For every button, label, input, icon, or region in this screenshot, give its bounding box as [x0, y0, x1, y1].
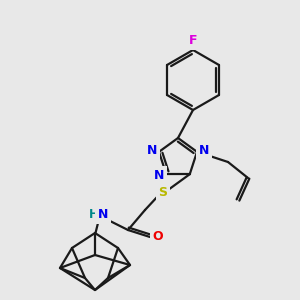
Text: N: N: [154, 169, 164, 182]
Text: F: F: [189, 34, 197, 47]
Text: N: N: [199, 144, 209, 157]
Text: S: S: [158, 187, 167, 200]
Text: O: O: [153, 230, 163, 244]
Text: H: H: [89, 208, 99, 221]
Text: N: N: [98, 208, 108, 221]
Text: N: N: [147, 144, 157, 157]
